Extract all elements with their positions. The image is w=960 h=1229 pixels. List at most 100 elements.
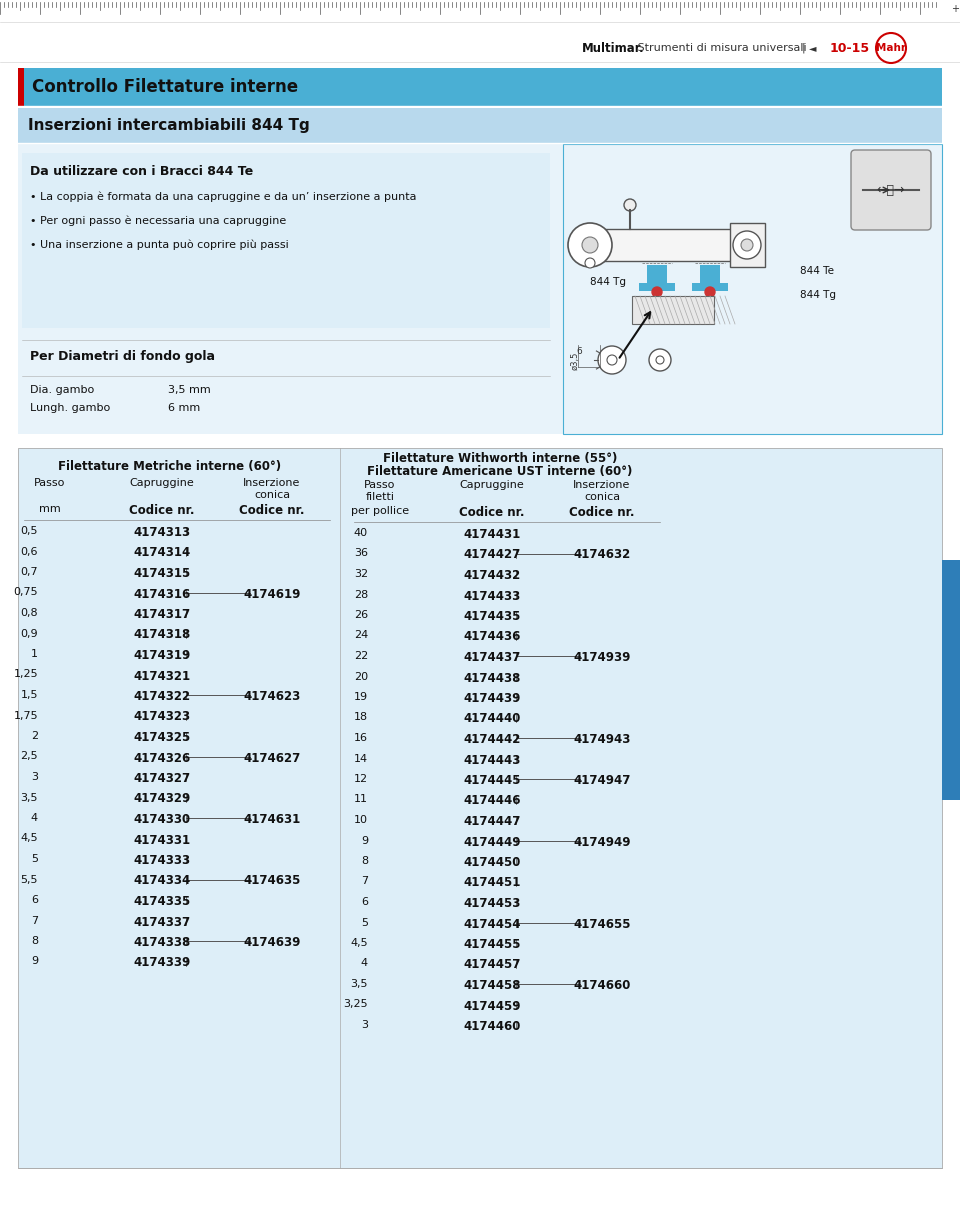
Text: 844 Te: 844 Te [800,265,834,277]
Text: Inserzione: Inserzione [243,478,300,488]
Text: 18: 18 [354,713,368,723]
Text: Controllo Filettature interne: Controllo Filettature interne [32,77,299,96]
Text: 4174446: 4174446 [464,794,520,807]
Text: 4174623: 4174623 [244,689,300,703]
Text: 8: 8 [361,857,368,866]
Text: 4174443: 4174443 [464,753,520,767]
Text: 4174947: 4174947 [573,774,631,787]
Circle shape [568,222,612,267]
Text: 4174334: 4174334 [133,875,191,887]
Text: Codice nr.: Codice nr. [130,504,195,517]
Circle shape [656,356,664,364]
Text: 32: 32 [354,569,368,579]
Text: 4,5: 4,5 [350,938,368,948]
Text: 20: 20 [354,671,368,682]
Text: 16: 16 [354,732,368,744]
Text: +: + [951,4,959,14]
Text: 4174321: 4174321 [133,670,191,682]
Text: Mahr: Mahr [876,43,906,53]
Text: ←⬯→: ←⬯→ [876,183,905,197]
Text: |: | [802,43,804,53]
Circle shape [624,199,636,211]
Bar [639,283,675,291]
Bar [700,265,720,288]
Text: 4174435: 4174435 [464,610,520,623]
Text: 3,5: 3,5 [20,793,38,803]
Text: 4174319: 4174319 [133,649,191,662]
Text: 4174450: 4174450 [464,857,520,869]
Text: 4174949: 4174949 [573,836,631,848]
Text: 4174457: 4174457 [464,959,520,971]
Text: mm: mm [39,504,60,514]
Text: 4174451: 4174451 [464,876,520,890]
Text: 11: 11 [354,794,368,805]
Text: 6: 6 [31,895,38,905]
Text: 3: 3 [31,772,38,782]
Text: 4174632: 4174632 [573,548,631,562]
Bar [582,229,762,261]
Text: 4174329: 4174329 [133,793,191,805]
Circle shape [652,288,662,297]
FancyBboxPatch shape [851,150,931,230]
Text: Capruggine: Capruggine [130,478,194,488]
Text: 4174635: 4174635 [243,875,300,887]
Text: 8: 8 [31,936,38,946]
Bar [692,283,728,291]
Text: 0,5: 0,5 [20,526,38,536]
Text: 4174454: 4174454 [464,918,520,930]
Text: 4174337: 4174337 [133,916,191,928]
Text: 2: 2 [31,731,38,741]
Text: 4174627: 4174627 [244,751,300,764]
Text: Inserzioni intercambiabili 844 Tg: Inserzioni intercambiabili 844 Tg [28,118,310,133]
Text: Passo: Passo [364,481,396,490]
Text: 4174655: 4174655 [573,918,631,930]
Text: Passo: Passo [35,478,65,488]
Text: 4174326: 4174326 [133,751,191,764]
Text: 26: 26 [354,610,368,619]
Text: Filettature Withworth interne (55°): Filettature Withworth interne (55°) [383,452,617,465]
Text: Codice nr.: Codice nr. [459,506,525,519]
Text: per pollice: per pollice [351,506,409,516]
Text: conica: conica [584,492,620,501]
Text: 4174338: 4174338 [133,936,191,949]
Text: 4174433: 4174433 [464,590,520,602]
Text: 4174315: 4174315 [133,567,191,580]
Text: 0,9: 0,9 [20,628,38,639]
Text: 4174313: 4174313 [133,526,191,540]
Bar [18,144,942,434]
Text: 4174325: 4174325 [133,731,191,744]
Text: 0,8: 0,8 [20,608,38,618]
Text: 4174460: 4174460 [464,1020,520,1034]
Text: 4174318: 4174318 [133,628,191,642]
Text: 3,5: 3,5 [350,980,368,989]
Text: 14: 14 [354,753,368,763]
Text: 0,6: 0,6 [20,547,38,557]
Text: 4174333: 4174333 [133,854,191,866]
Text: 4174619: 4174619 [243,587,300,601]
Bar [563,144,942,434]
Text: Multimar.: Multimar. [582,42,644,54]
Text: 28: 28 [353,590,368,600]
Text: 40: 40 [354,528,368,538]
Text: 6 mm: 6 mm [168,403,201,413]
Text: 4174455: 4174455 [464,938,520,951]
Text: 0,75: 0,75 [13,587,38,597]
Text: 22: 22 [353,651,368,661]
Text: Filettature Metriche interne (60°): Filettature Metriche interne (60°) [59,460,281,473]
Bar [18,449,942,1168]
Text: • La coppia è formata da una capruggine e da un’ inserzione a punta: • La coppia è formata da una capruggine … [30,190,417,202]
Text: 4174437: 4174437 [464,651,520,664]
Text: ø3,5: ø3,5 [571,351,580,370]
Text: Per Diametri di fondo gola: Per Diametri di fondo gola [30,350,215,363]
Text: 4174447: 4174447 [464,815,520,828]
Text: 4174943: 4174943 [573,732,631,746]
Text: Lungh. gambo: Lungh. gambo [30,403,110,413]
Text: filetti: filetti [366,492,395,501]
Bar [18,68,24,106]
Text: 5: 5 [31,854,38,864]
Text: 10-15: 10-15 [830,42,870,54]
Text: 4: 4 [361,959,368,968]
Text: Capruggine: Capruggine [460,481,524,490]
Text: 4174438: 4174438 [464,671,520,685]
Text: 4174431: 4174431 [464,528,520,541]
